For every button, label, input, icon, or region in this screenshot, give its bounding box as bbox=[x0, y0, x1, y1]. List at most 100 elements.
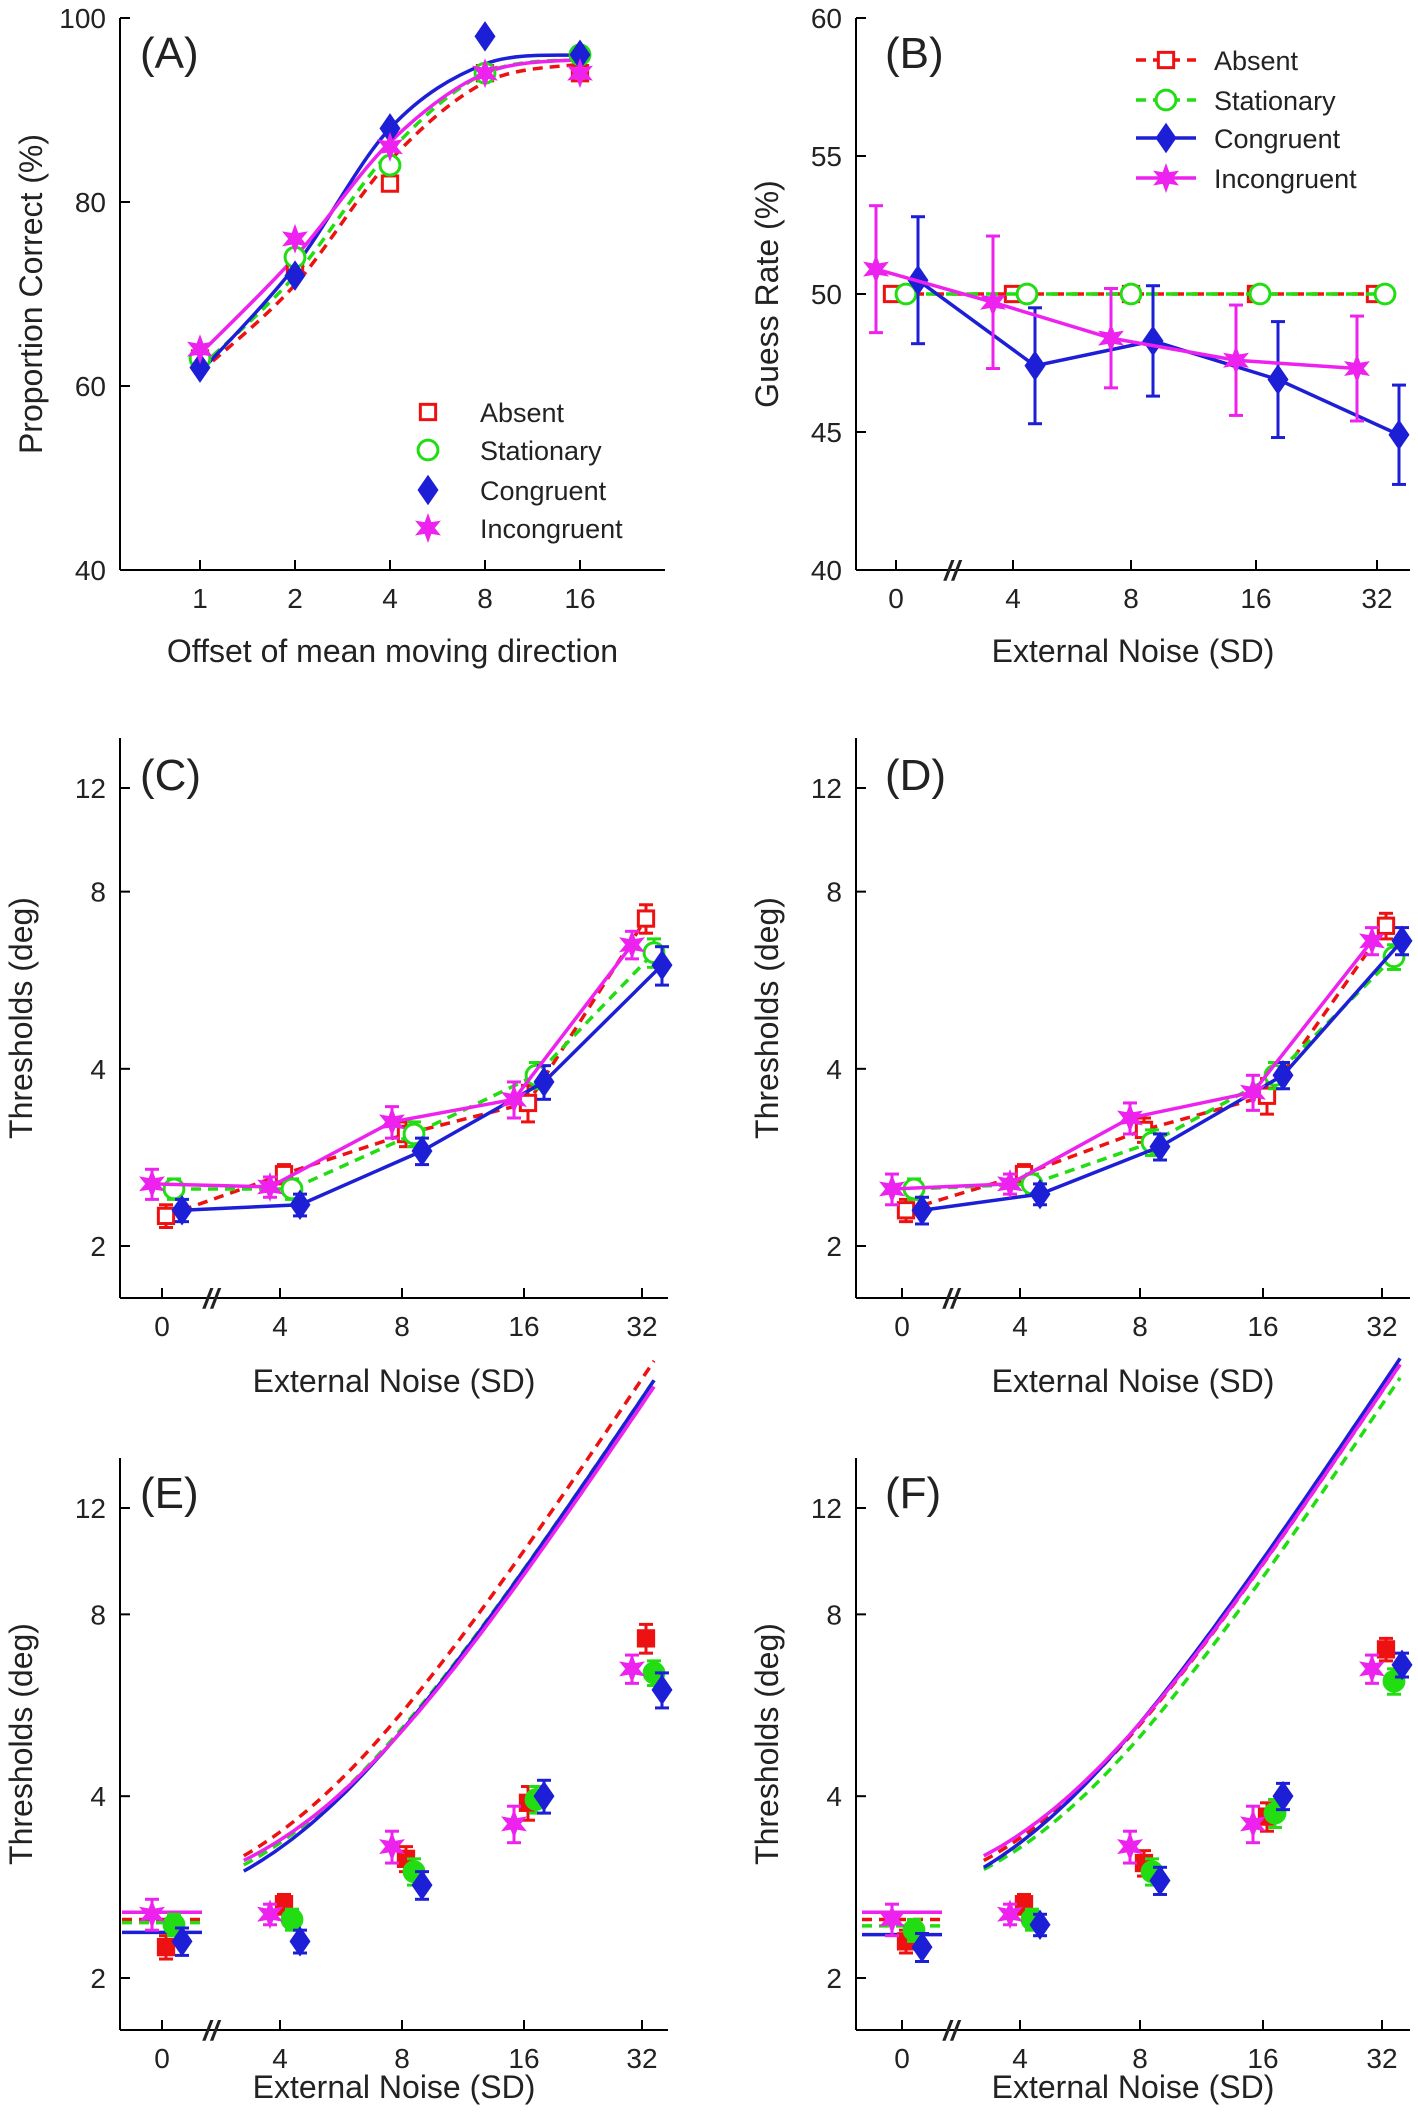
panel-e-stationary-marker bbox=[162, 1913, 186, 1937]
panel-d-congruent-marker bbox=[1391, 925, 1413, 957]
panel-c-axis-break: // bbox=[201, 1283, 222, 1314]
panel-d-absent-marker bbox=[896, 1201, 916, 1220]
panel-b-incongruent-marker bbox=[1223, 345, 1249, 376]
panel-e-congruent-marker bbox=[171, 1926, 193, 1957]
panel-d-line-congruent bbox=[921, 939, 1404, 1213]
panel-d-y-tick-label: 12 bbox=[811, 773, 842, 804]
panel-e-y-axis-title: Thresholds (deg) bbox=[3, 1623, 39, 1865]
panel-a-incongruent-marker bbox=[567, 58, 593, 89]
panel-e-congruent-marker bbox=[651, 1674, 673, 1706]
panel-a-fit-absent bbox=[198, 62, 581, 374]
panel-b-stationary-marker bbox=[1119, 282, 1143, 306]
panel-f-x-tick-label: 0 bbox=[894, 2043, 910, 2074]
panel-b-congruent-marker bbox=[1024, 350, 1046, 382]
panel-d-incongruent-marker bbox=[879, 1174, 905, 1204]
panel-e-absent-marker bbox=[636, 1629, 656, 1648]
panel-f-stationary-marker bbox=[902, 1918, 926, 1942]
panel-b-legend-incongruent-marker bbox=[1153, 163, 1179, 193]
panel-a-y-tick-label: 80 bbox=[75, 187, 106, 218]
panel-c-y-tick-label: 4 bbox=[90, 1054, 106, 1085]
panel-a-incongruent-marker bbox=[472, 58, 498, 89]
panel-b-incongruent-marker bbox=[863, 254, 889, 285]
panel-e-y-tick-label: 8 bbox=[90, 1599, 106, 1630]
panel-f-axis-break: // bbox=[941, 2015, 962, 2046]
panel-f-congruent-marker bbox=[1272, 1780, 1294, 1812]
panel-f-fit-absent bbox=[982, 1363, 1402, 1863]
panel-a-incongruent-marker bbox=[187, 334, 213, 365]
panel-a-x-axis-title: Offset of mean moving direction bbox=[167, 633, 618, 669]
panel-c-y-tick-label: 12 bbox=[75, 773, 106, 804]
panel-b-y-tick-label: 60 bbox=[811, 3, 842, 34]
panel-a-legend-stationary-label: Stationary bbox=[480, 436, 602, 466]
panel-a-x-tick-label: 8 bbox=[477, 583, 493, 614]
panel-d-congruent-marker bbox=[1029, 1178, 1051, 1210]
panel-a-congruent-marker bbox=[189, 352, 211, 383]
panel-a-legend-absent-label: Absent bbox=[480, 398, 565, 428]
panel-e-fit-congruent bbox=[242, 1379, 656, 1873]
panel-c-x-tick-label: 4 bbox=[272, 1311, 288, 1342]
panel-d-y-tick-label: 4 bbox=[826, 1054, 842, 1085]
panel-d-congruent-marker bbox=[911, 1194, 933, 1226]
panel-f-fit-congruent bbox=[982, 1357, 1402, 1869]
panel-b-legend-congruent-marker bbox=[1155, 122, 1177, 154]
panel-c-congruent-marker bbox=[289, 1189, 311, 1221]
panel-a-legend-absent-marker bbox=[418, 402, 438, 422]
panel-b-legend-stationary-marker bbox=[1154, 88, 1178, 112]
panel-f-x-tick-label: 32 bbox=[1366, 2043, 1397, 2074]
panel-d-stationary-marker bbox=[1382, 945, 1406, 969]
panel-e-x-tick-label: 4 bbox=[272, 2043, 288, 2074]
panel-d-x-axis-title: External Noise (SD) bbox=[992, 1363, 1275, 1399]
panel-f-incongruent-marker bbox=[1240, 1808, 1266, 1839]
panel-d-x-tick-label: 16 bbox=[1247, 1311, 1278, 1342]
panel-f-congruent-marker bbox=[911, 1931, 933, 1963]
panel-e: 2 4 8 12 0 4 8 16 32 External Noise (SD) Threshold… bbox=[3, 1359, 673, 2105]
panel-c-y-tick-label: 2 bbox=[90, 1231, 106, 1262]
panel-b-stationary-marker bbox=[1248, 282, 1272, 306]
panel-b-incongruent-marker bbox=[1344, 353, 1370, 384]
panel-a-y-tick-label: 40 bbox=[75, 555, 106, 586]
panel-c-line-absent bbox=[165, 917, 648, 1218]
panel-a-legend-incongruent-label: Incongruent bbox=[480, 514, 623, 544]
panel-b-congruent-marker bbox=[1388, 419, 1410, 451]
panel-a-congruent-marker bbox=[284, 260, 306, 291]
panel-d-incongruent-marker bbox=[997, 1168, 1023, 1199]
panel-c-absent-marker bbox=[636, 909, 656, 928]
panel-d-y-tick-label: 2 bbox=[826, 1231, 842, 1262]
panel-a-x-tick-label: 16 bbox=[564, 583, 595, 614]
panel-b-y-tick-label: 40 bbox=[811, 555, 842, 586]
panel-b-y-axis-title: Guess Rate (%) bbox=[749, 180, 785, 408]
panel-c-x-tick-label: 0 bbox=[154, 1311, 170, 1342]
panel-d-label: (D) bbox=[885, 751, 946, 800]
panel-f: 2 4 8 12 0 4 8 16 32 External Noise (SD) Threshold… bbox=[749, 1357, 1413, 2105]
panel-d-congruent-marker bbox=[1149, 1131, 1171, 1162]
panel-b-y-tick-label: 55 bbox=[811, 141, 842, 172]
panel-b-stationary-marker bbox=[894, 282, 918, 306]
panel-f-incongruent-marker bbox=[997, 1899, 1023, 1930]
panel-c-x-tick-label: 16 bbox=[508, 1311, 539, 1342]
panel-f-x-axis-title: External Noise (SD) bbox=[992, 2069, 1275, 2105]
panel-f-y-tick-label: 12 bbox=[811, 1493, 842, 1524]
panel-b-y-tick-label: 45 bbox=[811, 417, 842, 448]
panel-c-x-tick-label: 32 bbox=[626, 1311, 657, 1342]
panel-f-y-tick-label: 4 bbox=[826, 1781, 842, 1812]
panel-f-incongruent-marker bbox=[1359, 1653, 1385, 1684]
panel-c-incongruent-marker bbox=[619, 929, 645, 960]
panel-d-absent-marker bbox=[1376, 916, 1396, 935]
panel-a-y-tick-label: 60 bbox=[75, 371, 106, 402]
panel-f-incongruent-marker bbox=[879, 1904, 905, 1935]
panel-a-fit-congruent bbox=[198, 53, 581, 374]
panel-e-x-tick-label: 16 bbox=[508, 2043, 539, 2074]
panel-b-line-incongruent bbox=[875, 267, 1358, 371]
panel-d-incongruent-marker bbox=[1240, 1077, 1266, 1108]
panel-d-x-tick-label: 4 bbox=[1012, 1311, 1028, 1342]
panel-b-y-tick-label: 50 bbox=[811, 279, 842, 310]
panel-b-x-tick-label: 16 bbox=[1240, 583, 1271, 614]
panel-f-y-axis-title: Thresholds (deg) bbox=[749, 1623, 785, 1865]
panel-b-x-axis-title: External Noise (SD) bbox=[992, 633, 1275, 669]
panel-b-axis-break: // bbox=[942, 555, 963, 586]
panel-a-incongruent-marker bbox=[282, 223, 308, 254]
panel-d-y-axis-title: Thresholds (deg) bbox=[749, 897, 785, 1139]
panel-e-fit-absent bbox=[242, 1359, 656, 1858]
panel-e-stationary-marker bbox=[280, 1908, 304, 1931]
panel-e-incongruent-marker bbox=[139, 1899, 165, 1930]
